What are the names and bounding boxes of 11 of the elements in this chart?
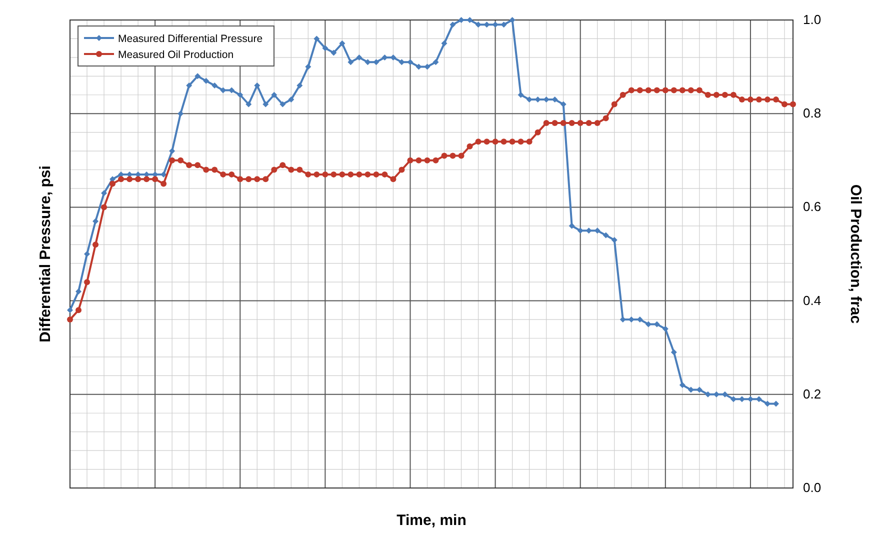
- y-tick-label: 0.2: [803, 386, 822, 402]
- x-axis-title: Time, min: [396, 512, 466, 529]
- y-tick-label: 1.0: [803, 12, 822, 27]
- y-axis-title: Differential Pressure, psi: [37, 166, 54, 342]
- y-tick-label: 0.6: [803, 199, 822, 214]
- legend-label: Measured Oil Production: [118, 49, 234, 61]
- y-tick-label: 0.4: [803, 292, 822, 308]
- y2-axis-title: Oil Production, frac: [847, 184, 864, 324]
- legend-label: Measured Differential Pressure: [118, 33, 263, 45]
- y-tick-label: 0.0: [803, 480, 822, 495]
- y-tick-label: 0.8: [803, 106, 822, 121]
